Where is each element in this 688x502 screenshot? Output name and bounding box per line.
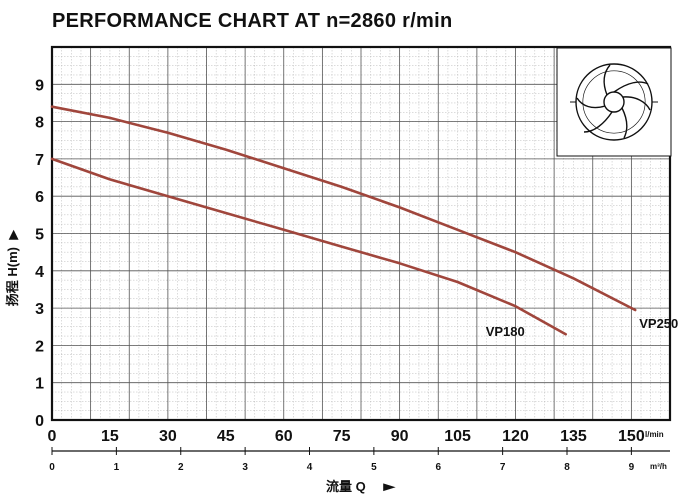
y-tick-label: 1 [35, 376, 44, 393]
arrow-up-icon: ▶ [5, 229, 20, 244]
y-axis-label-text: 扬程 H(m) [5, 247, 20, 307]
series-label-vp180: VP180 [486, 324, 525, 339]
x2-tick-label: 4 [307, 462, 313, 473]
series-labels: VP250 VP180 [486, 316, 679, 339]
y-tick-label: 5 [35, 227, 44, 244]
x-tick-label: 75 [333, 428, 351, 445]
x2-tick-label: 7 [500, 462, 506, 473]
x2-tick-label: 6 [435, 462, 441, 473]
x-tick-label: 0 [48, 428, 57, 445]
y-axis-label: 扬程 H(m) ▶ [2, 178, 21, 358]
x2-tick-label: 5 [371, 462, 377, 473]
x-tick-label: 105 [444, 428, 471, 445]
y-tick-label: 9 [35, 77, 44, 94]
chart-title: PERFORMANCE CHART AT n=2860 r/min [52, 10, 453, 32]
x2-tick-label: 1 [114, 462, 120, 473]
x-unit-secondary: m³/h [650, 462, 667, 471]
x2-tick-label: 8 [564, 462, 570, 473]
x-unit-primary: l/min [645, 430, 664, 439]
x-tick-label: 60 [275, 428, 293, 445]
series-label-vp250: VP250 [639, 316, 678, 331]
y-tick-label: 2 [35, 338, 44, 355]
series-line-vp250 [50, 105, 637, 312]
x-axis-label-text: 流量 Q [326, 479, 366, 494]
pump-impeller-icon [570, 63, 658, 141]
x2-tick-label: 3 [242, 462, 248, 473]
x2-tick-label: 2 [178, 462, 184, 473]
x2-tick-label: 9 [629, 462, 635, 473]
y-tick-label: 6 [35, 189, 44, 206]
x-tick-label: 150 [618, 428, 645, 445]
x-axis-m3h: 0 1 2 3 4 5 6 7 8 9 [49, 447, 670, 473]
plot-frame [50, 45, 672, 422]
y-tick-label: 0 [35, 413, 44, 430]
x-tick-label: 15 [101, 428, 119, 445]
x-tick-label: 120 [502, 428, 529, 445]
arrow-right-icon: ► [379, 479, 401, 494]
y-tick-label: 3 [35, 301, 44, 318]
impeller-inset [556, 47, 672, 157]
performance-curves [50, 105, 637, 336]
y-tick-label: 7 [35, 152, 44, 169]
x-tick-labels-lpm: 0 15 30 45 60 75 90 105 120 135 150 [48, 428, 645, 445]
x-tick-label: 135 [560, 428, 587, 445]
y-tick-labels: 0 1 2 3 4 5 6 7 8 9 [35, 77, 44, 430]
x-tick-label: 90 [391, 428, 409, 445]
x2-tick-label: 0 [49, 462, 55, 473]
y-tick-label: 8 [35, 115, 44, 132]
series-line-vp180 [50, 157, 567, 336]
x-axis-label: 流量 Q ► [326, 476, 400, 495]
y-tick-label: 4 [35, 264, 44, 281]
x-tick-label: 30 [159, 428, 177, 445]
x-tick-label: 45 [217, 428, 235, 445]
